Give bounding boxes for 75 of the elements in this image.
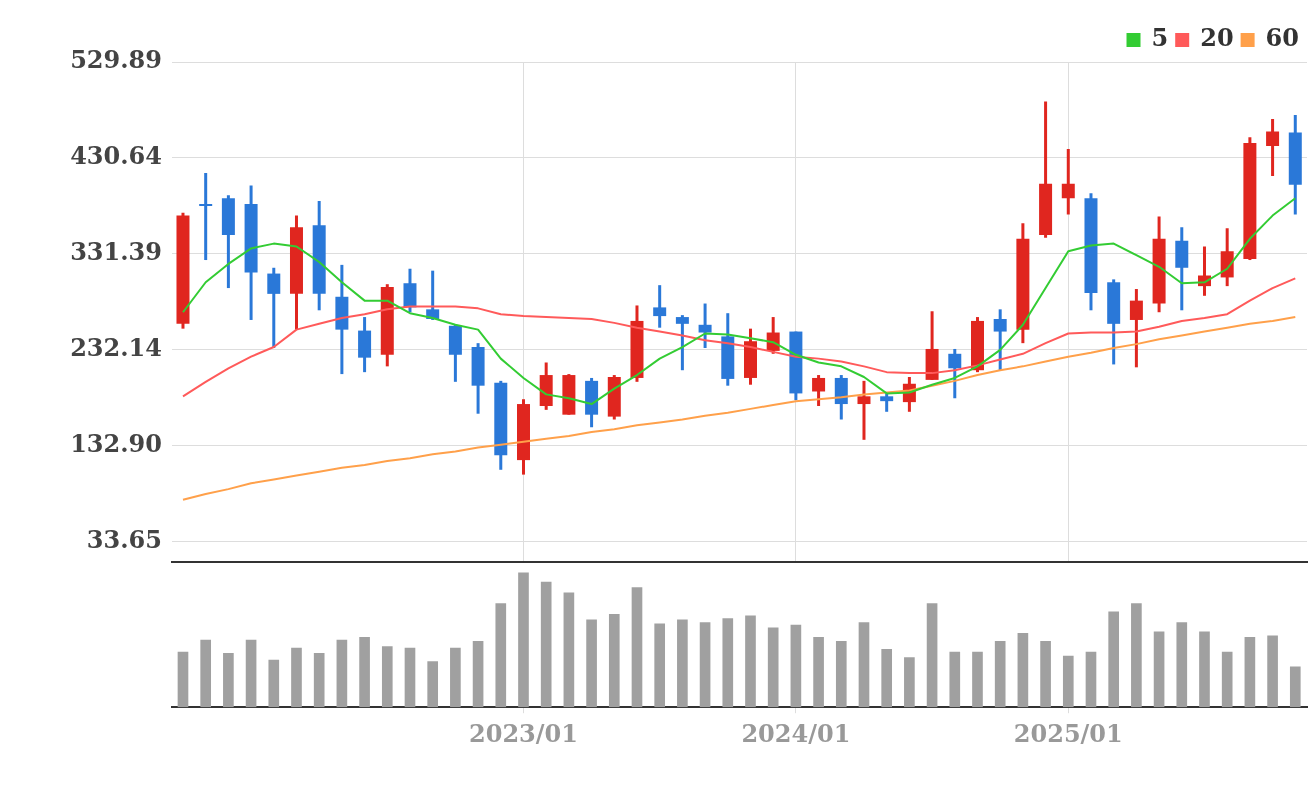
x-tick-label: 2024/01 [741, 718, 851, 748]
x-tick-label: 2025/01 [1013, 718, 1123, 748]
bar [1176, 622, 1188, 708]
bar [404, 647, 416, 708]
bar [677, 619, 688, 708]
bar [200, 639, 212, 708]
bar [1244, 636, 1256, 708]
candlestick [993, 309, 1007, 371]
bar [858, 622, 870, 708]
y-tick-label: 232.14 [70, 333, 162, 363]
y-tick-label: 33.65 [86, 524, 162, 554]
candlestick [675, 315, 689, 372]
bar [926, 603, 938, 708]
bar [223, 653, 234, 708]
candlestick [199, 173, 213, 262]
candlestick [857, 379, 871, 440]
bar [790, 624, 802, 708]
legend-label: 5 [1151, 23, 1169, 53]
bar [835, 640, 847, 708]
candlestick [1129, 289, 1143, 368]
bar [767, 627, 779, 708]
legend-label: 20 [1200, 23, 1234, 53]
y-tick-label: 132.90 [70, 428, 162, 458]
bar [1131, 603, 1142, 708]
bar [745, 615, 756, 708]
bar [949, 651, 961, 708]
bar [427, 661, 439, 708]
bar [904, 657, 915, 708]
bar [1085, 651, 1097, 708]
bar [994, 640, 1006, 708]
bar [472, 640, 484, 708]
bar [518, 572, 529, 708]
bar [336, 639, 348, 708]
bar [1289, 666, 1301, 708]
candlestick [653, 285, 667, 328]
candlestick [1061, 148, 1075, 215]
candlestick [698, 303, 712, 348]
bar [631, 587, 643, 708]
bar [540, 581, 552, 708]
bar [608, 614, 620, 708]
bar [881, 649, 893, 708]
bar [1267, 635, 1278, 708]
bar [1108, 611, 1120, 708]
candlestick [812, 375, 826, 406]
bar [359, 636, 370, 708]
bar [813, 636, 824, 708]
bar [586, 619, 597, 708]
bar [1221, 651, 1233, 708]
bar [972, 651, 983, 708]
bar [381, 646, 393, 708]
bar [245, 639, 257, 708]
bar [1153, 631, 1165, 708]
y-tick-label: 430.64 [70, 141, 162, 171]
bar [1199, 631, 1210, 708]
bar [291, 647, 302, 708]
bar [654, 623, 666, 708]
legend-label: 60 [1265, 23, 1300, 53]
candlestick [267, 266, 281, 348]
y-tick-label: 331.39 [70, 237, 162, 267]
bar [722, 618, 734, 708]
bar [699, 622, 711, 708]
bar [313, 653, 325, 708]
bar [268, 659, 280, 708]
candlestick [1266, 118, 1280, 176]
candlestick [948, 347, 962, 399]
candlestick [880, 393, 894, 412]
bar [177, 651, 189, 708]
x-tick-label: 2023/01 [469, 718, 578, 748]
y-tick-label: 529.89 [70, 45, 162, 75]
bar [495, 603, 507, 708]
bar [450, 647, 461, 708]
bar [563, 592, 575, 708]
bar [1040, 640, 1051, 708]
bar [1062, 655, 1074, 708]
bar [1017, 632, 1029, 708]
